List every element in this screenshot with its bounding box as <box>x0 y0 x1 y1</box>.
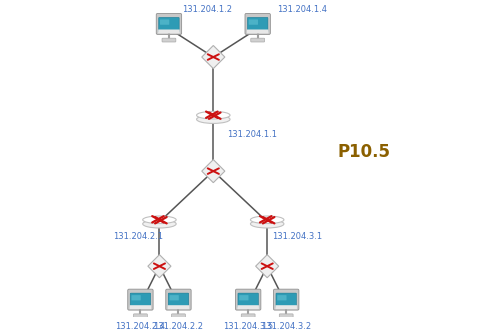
Text: 131.204.1.2: 131.204.1.2 <box>182 5 232 14</box>
Text: 131.204.3.1: 131.204.3.1 <box>272 232 322 240</box>
FancyBboxPatch shape <box>247 17 268 32</box>
Polygon shape <box>256 255 279 278</box>
FancyBboxPatch shape <box>131 295 141 300</box>
FancyBboxPatch shape <box>279 314 293 318</box>
Ellipse shape <box>196 112 230 119</box>
Text: 131.204.1.1: 131.204.1.1 <box>227 130 277 139</box>
FancyBboxPatch shape <box>168 305 189 309</box>
FancyBboxPatch shape <box>130 293 150 308</box>
Polygon shape <box>202 45 225 68</box>
FancyBboxPatch shape <box>172 314 185 318</box>
FancyBboxPatch shape <box>245 13 270 35</box>
FancyBboxPatch shape <box>168 293 189 308</box>
Text: 131.204.3.5: 131.204.3.5 <box>223 322 273 329</box>
FancyBboxPatch shape <box>130 305 151 309</box>
Text: 131.204.2.2: 131.204.2.2 <box>153 322 203 329</box>
Ellipse shape <box>143 220 176 228</box>
FancyBboxPatch shape <box>251 38 265 42</box>
FancyBboxPatch shape <box>241 314 255 318</box>
FancyBboxPatch shape <box>166 289 191 310</box>
FancyBboxPatch shape <box>170 295 179 300</box>
Text: 131.204.3.2: 131.204.3.2 <box>261 322 311 329</box>
FancyBboxPatch shape <box>277 295 287 300</box>
FancyBboxPatch shape <box>158 30 180 34</box>
FancyBboxPatch shape <box>273 289 299 310</box>
FancyBboxPatch shape <box>275 305 297 309</box>
Ellipse shape <box>143 216 176 223</box>
FancyBboxPatch shape <box>159 17 179 32</box>
FancyBboxPatch shape <box>249 19 258 25</box>
Polygon shape <box>148 255 171 278</box>
Polygon shape <box>202 160 225 183</box>
Ellipse shape <box>250 216 284 223</box>
FancyBboxPatch shape <box>236 289 261 310</box>
FancyBboxPatch shape <box>156 13 182 35</box>
Ellipse shape <box>250 220 284 228</box>
Text: 131.204.1.4: 131.204.1.4 <box>277 5 327 14</box>
Text: 131.204.2.4: 131.204.2.4 <box>116 322 166 329</box>
FancyBboxPatch shape <box>276 293 296 308</box>
FancyBboxPatch shape <box>160 19 169 25</box>
FancyBboxPatch shape <box>247 30 269 34</box>
Text: P10.5: P10.5 <box>337 143 391 161</box>
Text: 131.204.2.1: 131.204.2.1 <box>114 232 164 240</box>
FancyBboxPatch shape <box>237 305 259 309</box>
FancyBboxPatch shape <box>238 293 258 308</box>
FancyBboxPatch shape <box>162 38 176 42</box>
FancyBboxPatch shape <box>133 314 147 318</box>
FancyBboxPatch shape <box>128 289 153 310</box>
FancyBboxPatch shape <box>239 295 248 300</box>
Ellipse shape <box>196 115 230 123</box>
